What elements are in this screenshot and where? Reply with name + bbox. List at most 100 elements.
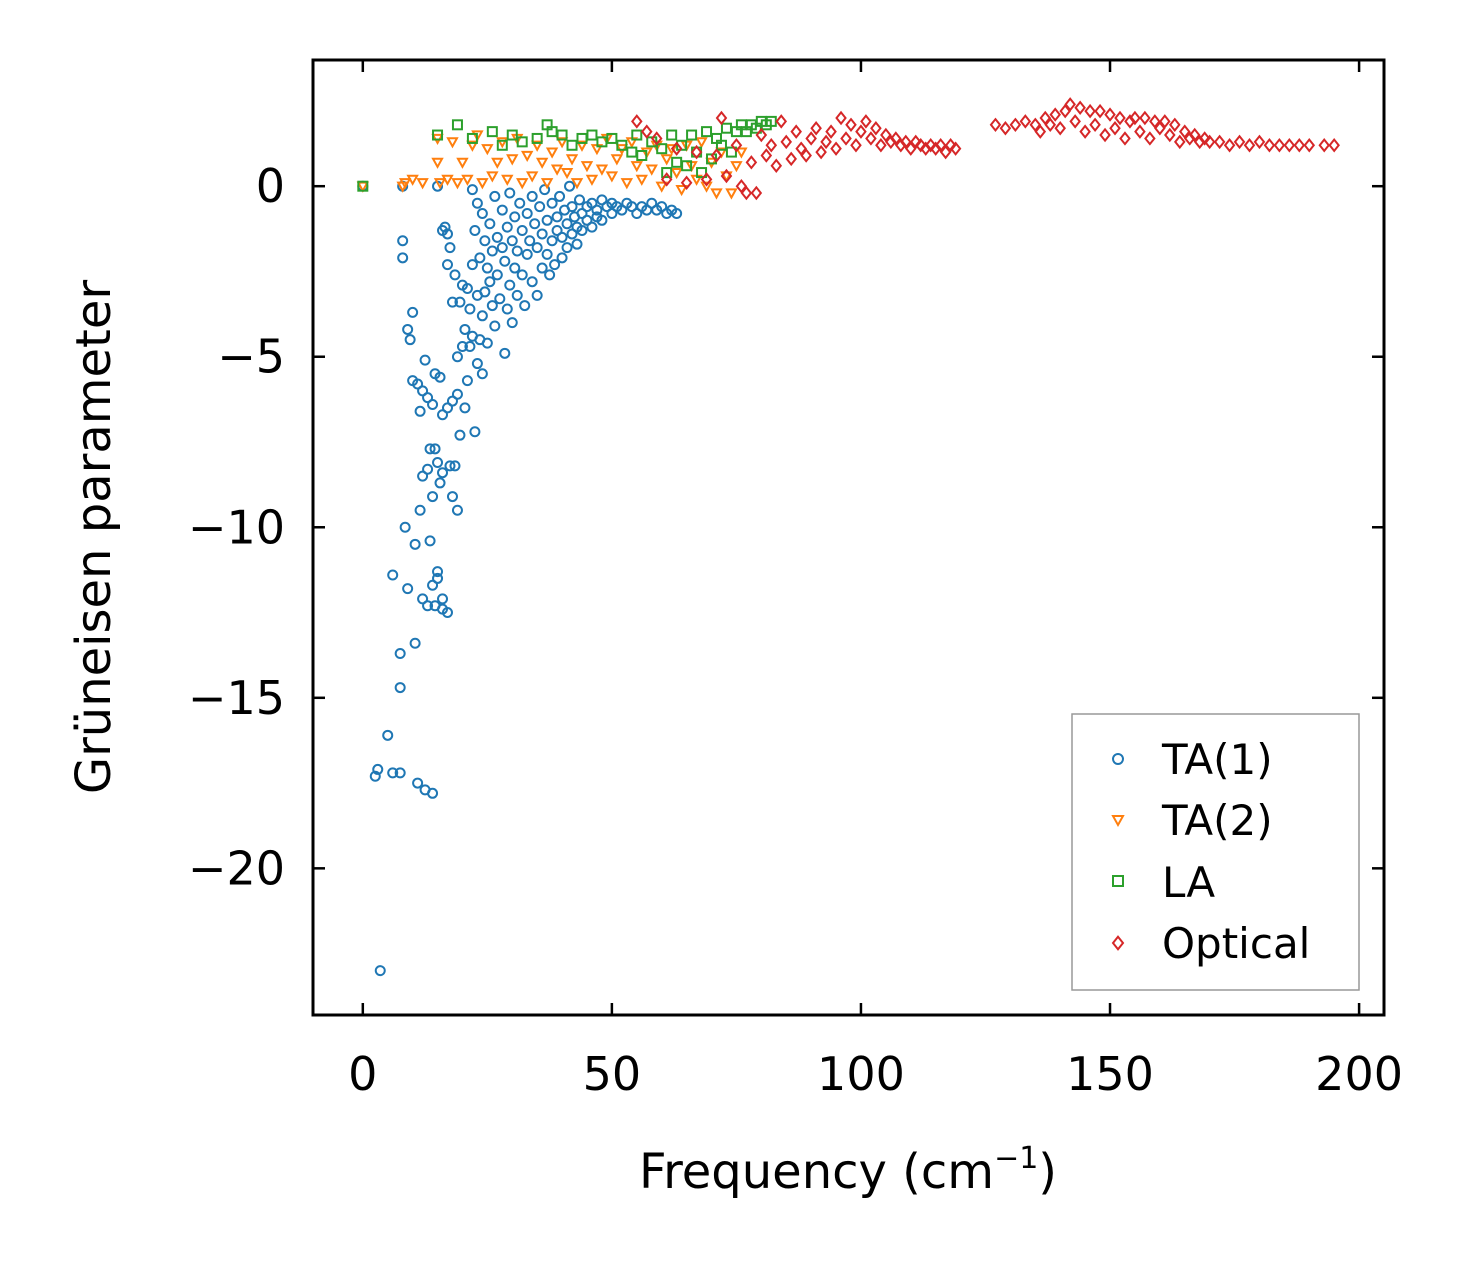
data-point <box>414 405 426 417</box>
data-point <box>1089 117 1101 133</box>
data-point <box>459 402 471 414</box>
data-point <box>929 141 942 156</box>
data-point <box>432 456 444 468</box>
data-point <box>770 158 783 173</box>
data-point <box>1243 138 1256 153</box>
data-point <box>531 289 543 301</box>
data-point <box>586 129 598 141</box>
data-point <box>1009 117 1022 133</box>
data-point <box>1139 110 1151 126</box>
data-point <box>406 174 419 186</box>
data-point <box>720 122 732 134</box>
data-point <box>496 137 509 149</box>
data-point <box>479 235 491 247</box>
data-point <box>531 242 543 254</box>
legend-frame <box>1071 713 1360 991</box>
data-point <box>446 491 458 503</box>
data-point <box>459 323 471 335</box>
data-point <box>904 141 917 156</box>
data-point <box>666 129 678 141</box>
data-point <box>845 117 857 133</box>
data-point <box>750 185 763 201</box>
data-point <box>516 269 528 281</box>
data-point <box>696 167 708 179</box>
data-point <box>1049 107 1062 122</box>
data-point <box>586 221 598 233</box>
legend: TA(1) TA(2) LA Optical <box>1071 713 1360 991</box>
legend-label-ta2: TA(2) <box>1161 796 1273 845</box>
data-point <box>444 242 456 254</box>
data-point <box>909 134 922 150</box>
data-point <box>397 235 409 247</box>
data-point <box>671 207 683 219</box>
data-point <box>554 190 566 202</box>
data-point <box>456 341 468 352</box>
data-point <box>402 583 414 595</box>
data-point <box>570 178 584 190</box>
y-tick-label: −10 <box>188 500 285 554</box>
data-point <box>860 114 872 129</box>
data-point <box>519 300 531 312</box>
data-point <box>1094 103 1106 119</box>
series-ta1 <box>357 180 683 977</box>
data-point <box>419 354 431 366</box>
data-point <box>466 184 478 196</box>
data-point <box>575 140 589 152</box>
legend-marker <box>1112 875 1124 887</box>
data-point <box>444 460 456 472</box>
data-point <box>635 174 648 186</box>
data-point <box>422 463 434 475</box>
data-point <box>1104 107 1116 122</box>
legend-label-la: LA <box>1162 858 1215 907</box>
data-point <box>640 147 653 159</box>
data-point <box>660 154 673 166</box>
y-tick-label: 0 <box>256 159 285 213</box>
legend-label-ta1: TA(1) <box>1161 735 1273 784</box>
data-point <box>875 138 887 153</box>
data-point <box>715 139 727 151</box>
data-point <box>556 252 568 264</box>
data-point <box>870 120 882 136</box>
data-point <box>661 167 673 179</box>
x-tick-label: 200 <box>1315 1047 1403 1101</box>
data-point <box>1233 134 1246 150</box>
x-tick-label: 150 <box>1066 1047 1154 1101</box>
data-point <box>546 235 558 247</box>
data-point <box>850 138 862 153</box>
data-point <box>1154 120 1166 136</box>
data-point <box>765 138 778 153</box>
data-point <box>840 131 852 146</box>
data-point <box>620 178 634 190</box>
data-point <box>571 238 583 250</box>
data-point <box>541 248 553 260</box>
data-point <box>1039 110 1052 126</box>
data-point <box>646 136 658 148</box>
data-point <box>394 647 406 659</box>
data-point <box>576 225 588 237</box>
data-point <box>885 134 897 150</box>
series-optical <box>631 97 1340 201</box>
data-point <box>454 429 466 441</box>
data-point <box>810 120 822 136</box>
data-point <box>735 147 748 159</box>
data-point <box>407 306 419 318</box>
data-point <box>631 129 643 141</box>
data-point <box>1019 114 1032 129</box>
data-point <box>399 521 411 533</box>
data-point <box>489 320 501 332</box>
data-point <box>427 787 439 799</box>
data-point <box>469 426 481 438</box>
data-point <box>556 129 568 141</box>
data-point <box>524 235 536 247</box>
data-point <box>437 593 449 605</box>
data-point <box>471 358 483 370</box>
data-point <box>695 137 708 149</box>
data-point <box>509 211 521 223</box>
data-point <box>506 235 518 247</box>
data-point <box>432 566 444 578</box>
data-point <box>1059 103 1071 119</box>
y-tick-label: −20 <box>188 841 285 895</box>
data-point <box>441 259 453 271</box>
data-point <box>461 283 473 295</box>
